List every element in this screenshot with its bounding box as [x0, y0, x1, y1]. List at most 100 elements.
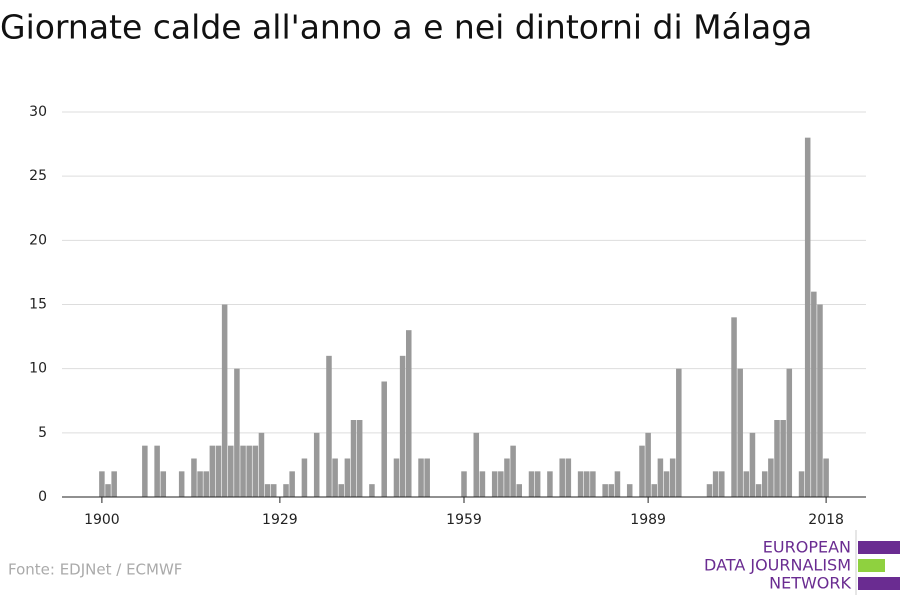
bar — [510, 445, 516, 497]
logo-bar — [858, 541, 900, 554]
bar — [252, 445, 259, 497]
y-tick-label: 30 — [29, 104, 47, 120]
bar — [228, 445, 234, 497]
bar — [743, 471, 750, 497]
bar — [731, 317, 737, 497]
bar — [491, 471, 498, 497]
y-tick-label: 10 — [29, 361, 47, 377]
bar — [768, 458, 774, 497]
bar — [577, 471, 584, 497]
bar — [663, 471, 670, 497]
bar — [547, 471, 553, 497]
bar — [583, 471, 590, 497]
bar — [749, 432, 756, 497]
bar — [301, 458, 308, 497]
bar — [215, 445, 222, 497]
bar — [559, 458, 565, 497]
bar — [399, 355, 406, 497]
bar — [203, 471, 209, 497]
bar — [313, 432, 320, 497]
bar — [99, 471, 105, 497]
x-tick-label: 1989 — [630, 512, 666, 528]
bar — [344, 458, 351, 497]
bar — [712, 471, 719, 497]
bar — [142, 445, 148, 497]
y-tick-label: 20 — [29, 232, 47, 248]
bar — [817, 304, 823, 497]
bar — [669, 458, 676, 497]
bar — [780, 420, 786, 497]
logo-text: DATA JOURNALISM — [704, 556, 851, 575]
chart-title: Giornate calde all'anno a e nei dintorni… — [0, 8, 812, 47]
bar — [338, 484, 345, 497]
bar — [645, 432, 651, 497]
bar — [240, 445, 246, 497]
logo: EUROPEAN DATA JOURNALISM NETWORK — [704, 530, 900, 595]
y-tick-label: 0 — [38, 489, 47, 505]
bar — [221, 304, 228, 497]
bar — [528, 471, 535, 497]
bar — [209, 445, 216, 497]
y-tick-label: 25 — [29, 168, 47, 184]
x-tick-label: 1959 — [446, 512, 482, 528]
bar — [160, 471, 167, 497]
bar — [197, 471, 203, 497]
bar — [534, 471, 541, 497]
bar — [676, 368, 682, 497]
x-tick-label: 1929 — [262, 512, 298, 528]
bar — [473, 432, 480, 497]
bar — [798, 471, 805, 497]
bar — [755, 484, 762, 497]
y-tick-label: 15 — [29, 297, 47, 313]
source: Fonte: EDJNet / ECMWF — [8, 561, 182, 579]
bar — [393, 458, 400, 497]
bar — [406, 330, 412, 497]
bar — [369, 484, 375, 497]
logo-bar — [858, 577, 900, 590]
bar — [258, 432, 265, 497]
bar — [350, 420, 357, 497]
bar — [191, 458, 197, 497]
bar — [381, 381, 387, 497]
bar — [761, 471, 768, 497]
bar — [289, 471, 295, 497]
bar — [639, 445, 645, 497]
bar — [608, 484, 615, 497]
bar — [719, 471, 725, 497]
bar — [246, 445, 252, 497]
logo-text: NETWORK — [769, 574, 851, 593]
bar — [178, 471, 185, 497]
logo-bar — [858, 559, 885, 572]
bar — [811, 291, 817, 497]
bar — [283, 484, 289, 497]
logo-text: EUROPEAN — [763, 538, 851, 557]
bar — [332, 458, 338, 497]
bar — [602, 484, 608, 497]
bar — [498, 471, 504, 497]
y-tick-label: 5 — [38, 425, 47, 441]
bar — [270, 484, 277, 497]
bar — [326, 355, 332, 497]
bar — [657, 458, 664, 497]
bar — [504, 458, 510, 497]
bar — [418, 458, 424, 497]
bar — [804, 137, 811, 497]
bar — [105, 484, 111, 497]
bar — [737, 368, 743, 497]
bar — [614, 471, 621, 497]
x-tick-label: 2018 — [808, 512, 844, 528]
bar — [706, 484, 713, 497]
bar — [356, 420, 363, 497]
bar — [154, 445, 160, 497]
bar — [565, 458, 572, 497]
bar — [774, 420, 780, 497]
bar — [461, 471, 467, 497]
bar — [479, 471, 486, 497]
x-tick-label: 1900 — [84, 512, 120, 528]
bar — [234, 368, 240, 497]
bar — [590, 471, 596, 497]
bar — [111, 471, 117, 497]
bar — [264, 484, 271, 497]
bar — [823, 458, 829, 497]
